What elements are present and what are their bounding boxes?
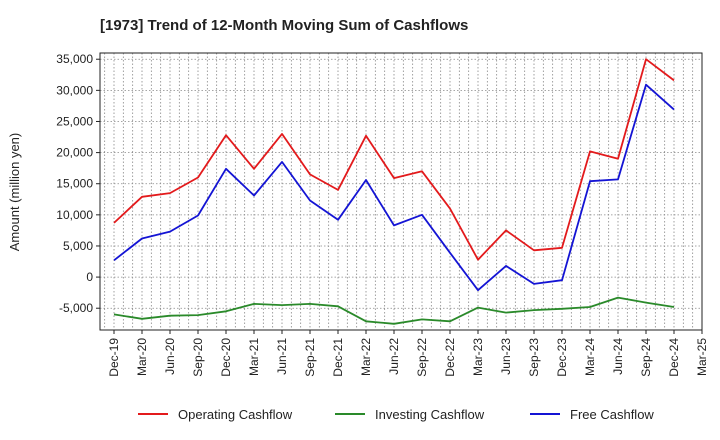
x-tick-label: Dec-22 [443,338,457,377]
legend-label: Operating Cashflow [178,407,293,422]
y-tick-label: 0 [86,270,93,284]
x-tick-label: Sep-22 [415,338,429,377]
x-tick-label: Dec-21 [331,338,345,377]
x-tick-label: Dec-24 [667,338,681,377]
chart-title: [1973] Trend of 12-Month Moving Sum of C… [100,17,468,34]
y-tick-label: 20,000 [56,146,93,160]
legend: Operating Cashflow Investing Cashflow Free… [138,407,654,422]
x-tick-label: Mar-21 [247,338,261,376]
x-tick-label: Dec-19 [107,338,121,377]
x-tick-label: Jun-21 [275,338,289,375]
y-tick-label: 25,000 [56,114,93,128]
x-tick-label: Sep-20 [191,338,205,377]
series-line [113,58,675,261]
x-tick-label: Sep-21 [303,338,317,377]
legend-label: Investing Cashflow [375,407,485,422]
y-axis-label: Amount (million yen) [7,133,22,252]
x-tick-label: Mar-20 [135,338,149,376]
y-tick-label: 10,000 [56,208,93,222]
x-tick-label: Mar-23 [471,338,485,376]
x-tick-label: Mar-25 [695,338,709,376]
grid [100,53,702,330]
legend-label: Free Cashflow [570,407,654,422]
y-tick-label: -5,000 [59,301,93,315]
x-tick-label: Dec-20 [219,338,233,377]
y-tick-label: 30,000 [56,83,93,97]
x-tick-label: Jun-20 [163,338,177,375]
plot-frame [99,52,703,331]
y-tick-label: 35,000 [56,52,93,66]
y-tick-label: 15,000 [56,177,93,191]
y-tick-label: 5,000 [63,239,93,253]
x-tick-label: Sep-23 [527,338,541,377]
x-tick-label: Jun-24 [611,338,625,375]
x-tick-label: Jun-22 [387,338,401,375]
series-lines [113,58,675,325]
x-tick-label: Mar-22 [359,338,373,376]
x-tick-label: Mar-24 [583,338,597,376]
y-ticks: 35,000 30,000 25,000 20,000 15,000 10,000 5,00… [56,52,100,315]
series-line [113,296,675,325]
x-tick-label: Dec-23 [555,338,569,377]
x-tick-label: Sep-24 [639,338,653,377]
x-ticks: Dec-19 Mar-20 Jun-20 Sep-20 Dec-20 Mar-21 Jun-… [107,330,709,377]
x-tick-label: Jun-23 [499,338,513,375]
series-line [113,83,675,292]
